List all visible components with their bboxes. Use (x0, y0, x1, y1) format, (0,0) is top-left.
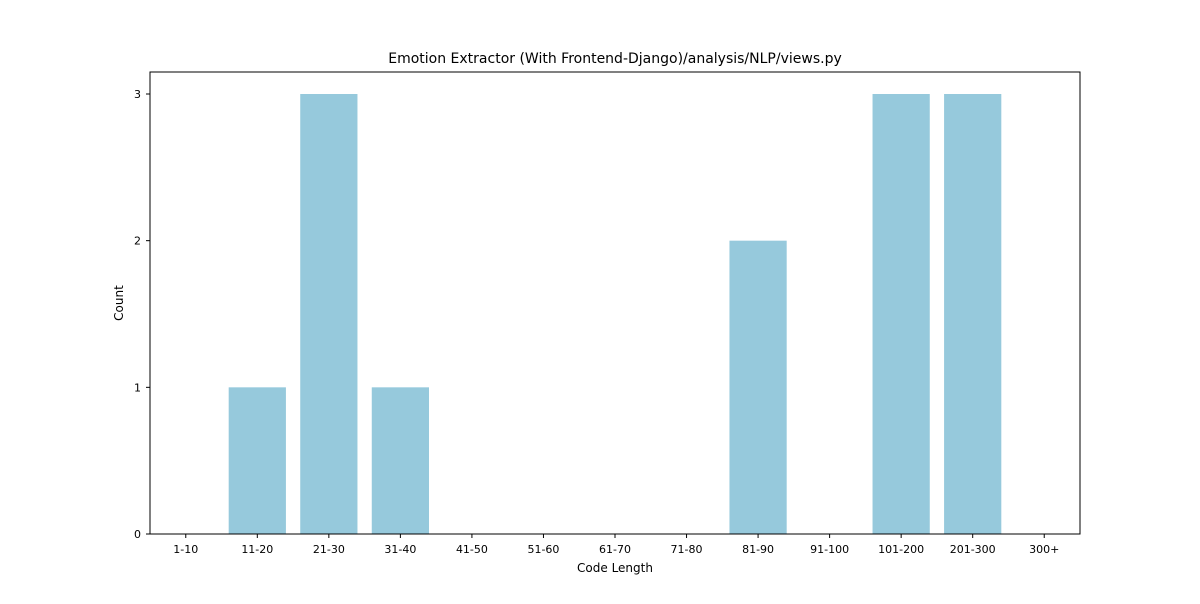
x-tick-label: 41-50 (456, 543, 488, 556)
y-axis-ticks: 0 1 2 3 (134, 88, 150, 541)
y-tick-label: 2 (134, 235, 141, 248)
y-tick-label: 0 (134, 528, 141, 541)
bar-11-20 (228, 387, 286, 534)
bar-31-40 (371, 387, 429, 534)
y-axis-label: Count (112, 285, 126, 321)
x-tick-label: 201-300 (950, 543, 996, 556)
chart-title: Emotion Extractor (With Frontend-Django)… (388, 51, 842, 67)
y-tick-label: 1 (134, 381, 141, 394)
x-tick-label: 31-40 (384, 543, 416, 556)
bar-21-30 (300, 94, 358, 534)
bars-group (228, 94, 1002, 535)
x-tick-label: 21-30 (313, 543, 345, 556)
bar-201-300 (944, 94, 1002, 534)
x-tick-label: 91-100 (810, 543, 849, 556)
x-tick-label: 101-200 (878, 543, 924, 556)
bar-81-90 (729, 240, 787, 535)
x-tick-label: 81-90 (742, 543, 774, 556)
x-tick-label: 1-10 (173, 543, 198, 556)
x-tick-label: 51-60 (527, 543, 559, 556)
x-axis-label: Code Length (577, 561, 653, 575)
x-tick-label: 71-80 (671, 543, 703, 556)
plot-area-frame (149, 71, 1081, 535)
x-tick-label: 11-20 (241, 543, 273, 556)
x-tick-label: 61-70 (599, 543, 631, 556)
x-tick-label: 300+ (1029, 543, 1059, 556)
y-tick-label: 3 (134, 88, 141, 101)
bar-101-200 (872, 94, 930, 534)
x-axis-ticks: 1-10 11-20 21-30 31-40 41-50 51-60 61-70 71-80 8… (173, 534, 1059, 556)
